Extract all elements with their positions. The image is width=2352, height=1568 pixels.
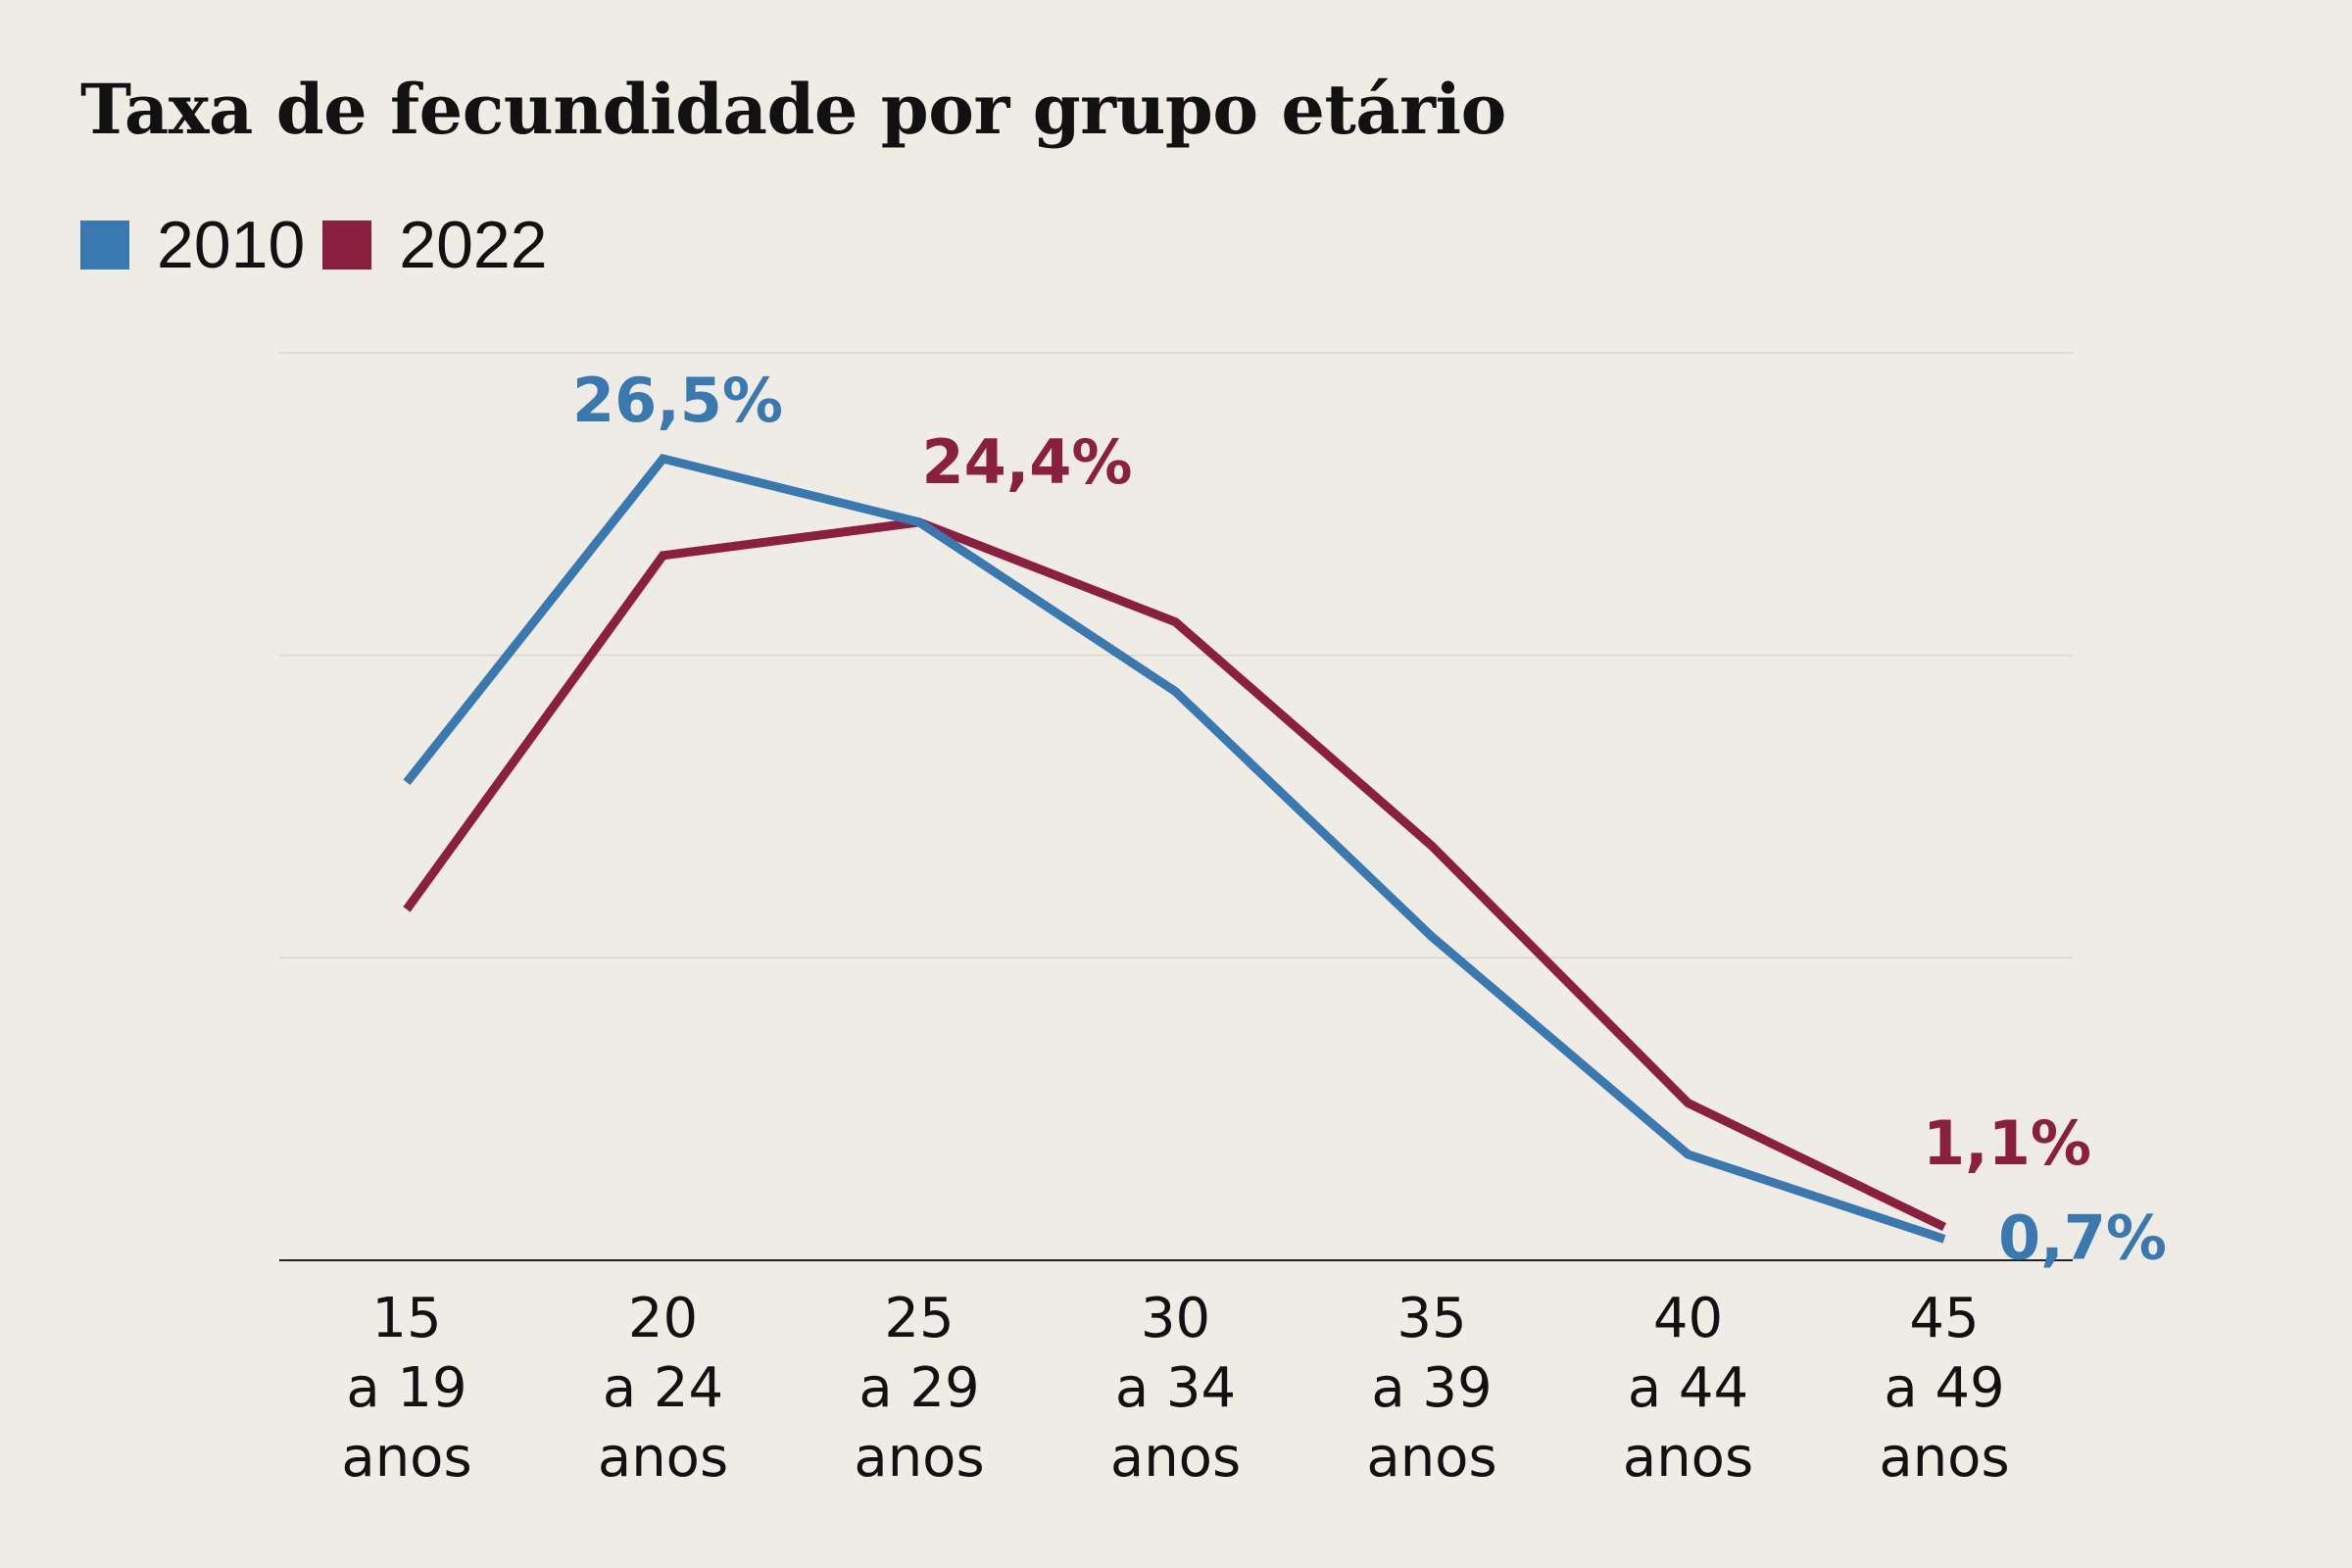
x-tick-label-2: 25 a 29 anos	[854, 1287, 984, 1490]
x-tick-line: a 44	[1628, 1356, 1748, 1420]
x-tick-line: 35	[1396, 1287, 1466, 1350]
x-tick-line: a 19	[346, 1356, 466, 1420]
x-tick-line: 30	[1141, 1287, 1210, 1350]
legend: 2010 2022	[80, 208, 565, 282]
legend-swatch-2010	[80, 220, 129, 270]
series-line-2022	[403, 517, 1946, 1232]
x-tick-line: 15	[371, 1287, 441, 1350]
x-tick-line: a 39	[1371, 1356, 1492, 1420]
data-labels: 26,5% 0,7% 24,4% 1,1%	[572, 365, 2167, 1273]
legend-label-2022: 2022	[399, 208, 548, 282]
x-tick-line: anos	[598, 1426, 728, 1490]
x-tick-line: a 24	[603, 1356, 723, 1420]
x-tick-line: anos	[1879, 1426, 2009, 1490]
x-tick-label-4: 35 a 39 anos	[1366, 1287, 1496, 1490]
series-lines	[403, 453, 1946, 1244]
x-tick-line: 45	[1909, 1287, 1979, 1350]
legend-label-2010: 2010	[157, 208, 306, 282]
x-tick-line: anos	[341, 1426, 471, 1490]
x-tick-line: 40	[1653, 1287, 1723, 1350]
x-tick-line: 20	[628, 1287, 698, 1350]
x-tick-label-6: 45 a 49 anos	[1879, 1287, 2009, 1490]
data-label-2010-1: 26,5%	[572, 365, 783, 436]
data-label-2022-6: 1,1%	[1923, 1107, 2091, 1179]
x-tick-line: a 29	[858, 1356, 979, 1420]
x-tick-label-0: 15 a 19 anos	[341, 1287, 471, 1490]
legend-swatch-2022	[322, 220, 372, 270]
data-label-2022-2: 24,4%	[921, 426, 1132, 498]
x-tick-line: anos	[1110, 1426, 1241, 1490]
legend-item-2010: 2010	[80, 208, 305, 282]
data-label-2010-6: 0,7%	[1998, 1201, 2167, 1273]
gridlines	[279, 352, 2073, 1261]
series-line-2010	[403, 453, 1946, 1244]
x-tick-line: anos	[1623, 1426, 1753, 1490]
legend-item-2022: 2022	[322, 208, 548, 282]
x-tick-label-5: 40 a 44 anos	[1623, 1287, 1753, 1490]
x-tick-line: a 34	[1115, 1356, 1236, 1420]
x-tick-line: a 49	[1884, 1356, 2004, 1420]
x-tick-line: 25	[884, 1287, 954, 1350]
chart-title: Taxa de fecundidade por grupo etário	[80, 69, 1506, 150]
x-tick-line: anos	[1366, 1426, 1496, 1490]
x-tick-line: anos	[854, 1426, 984, 1490]
x-tick-label-3: 30 a 34 anos	[1110, 1287, 1241, 1490]
x-tick-label-1: 20 a 24 anos	[598, 1287, 728, 1490]
